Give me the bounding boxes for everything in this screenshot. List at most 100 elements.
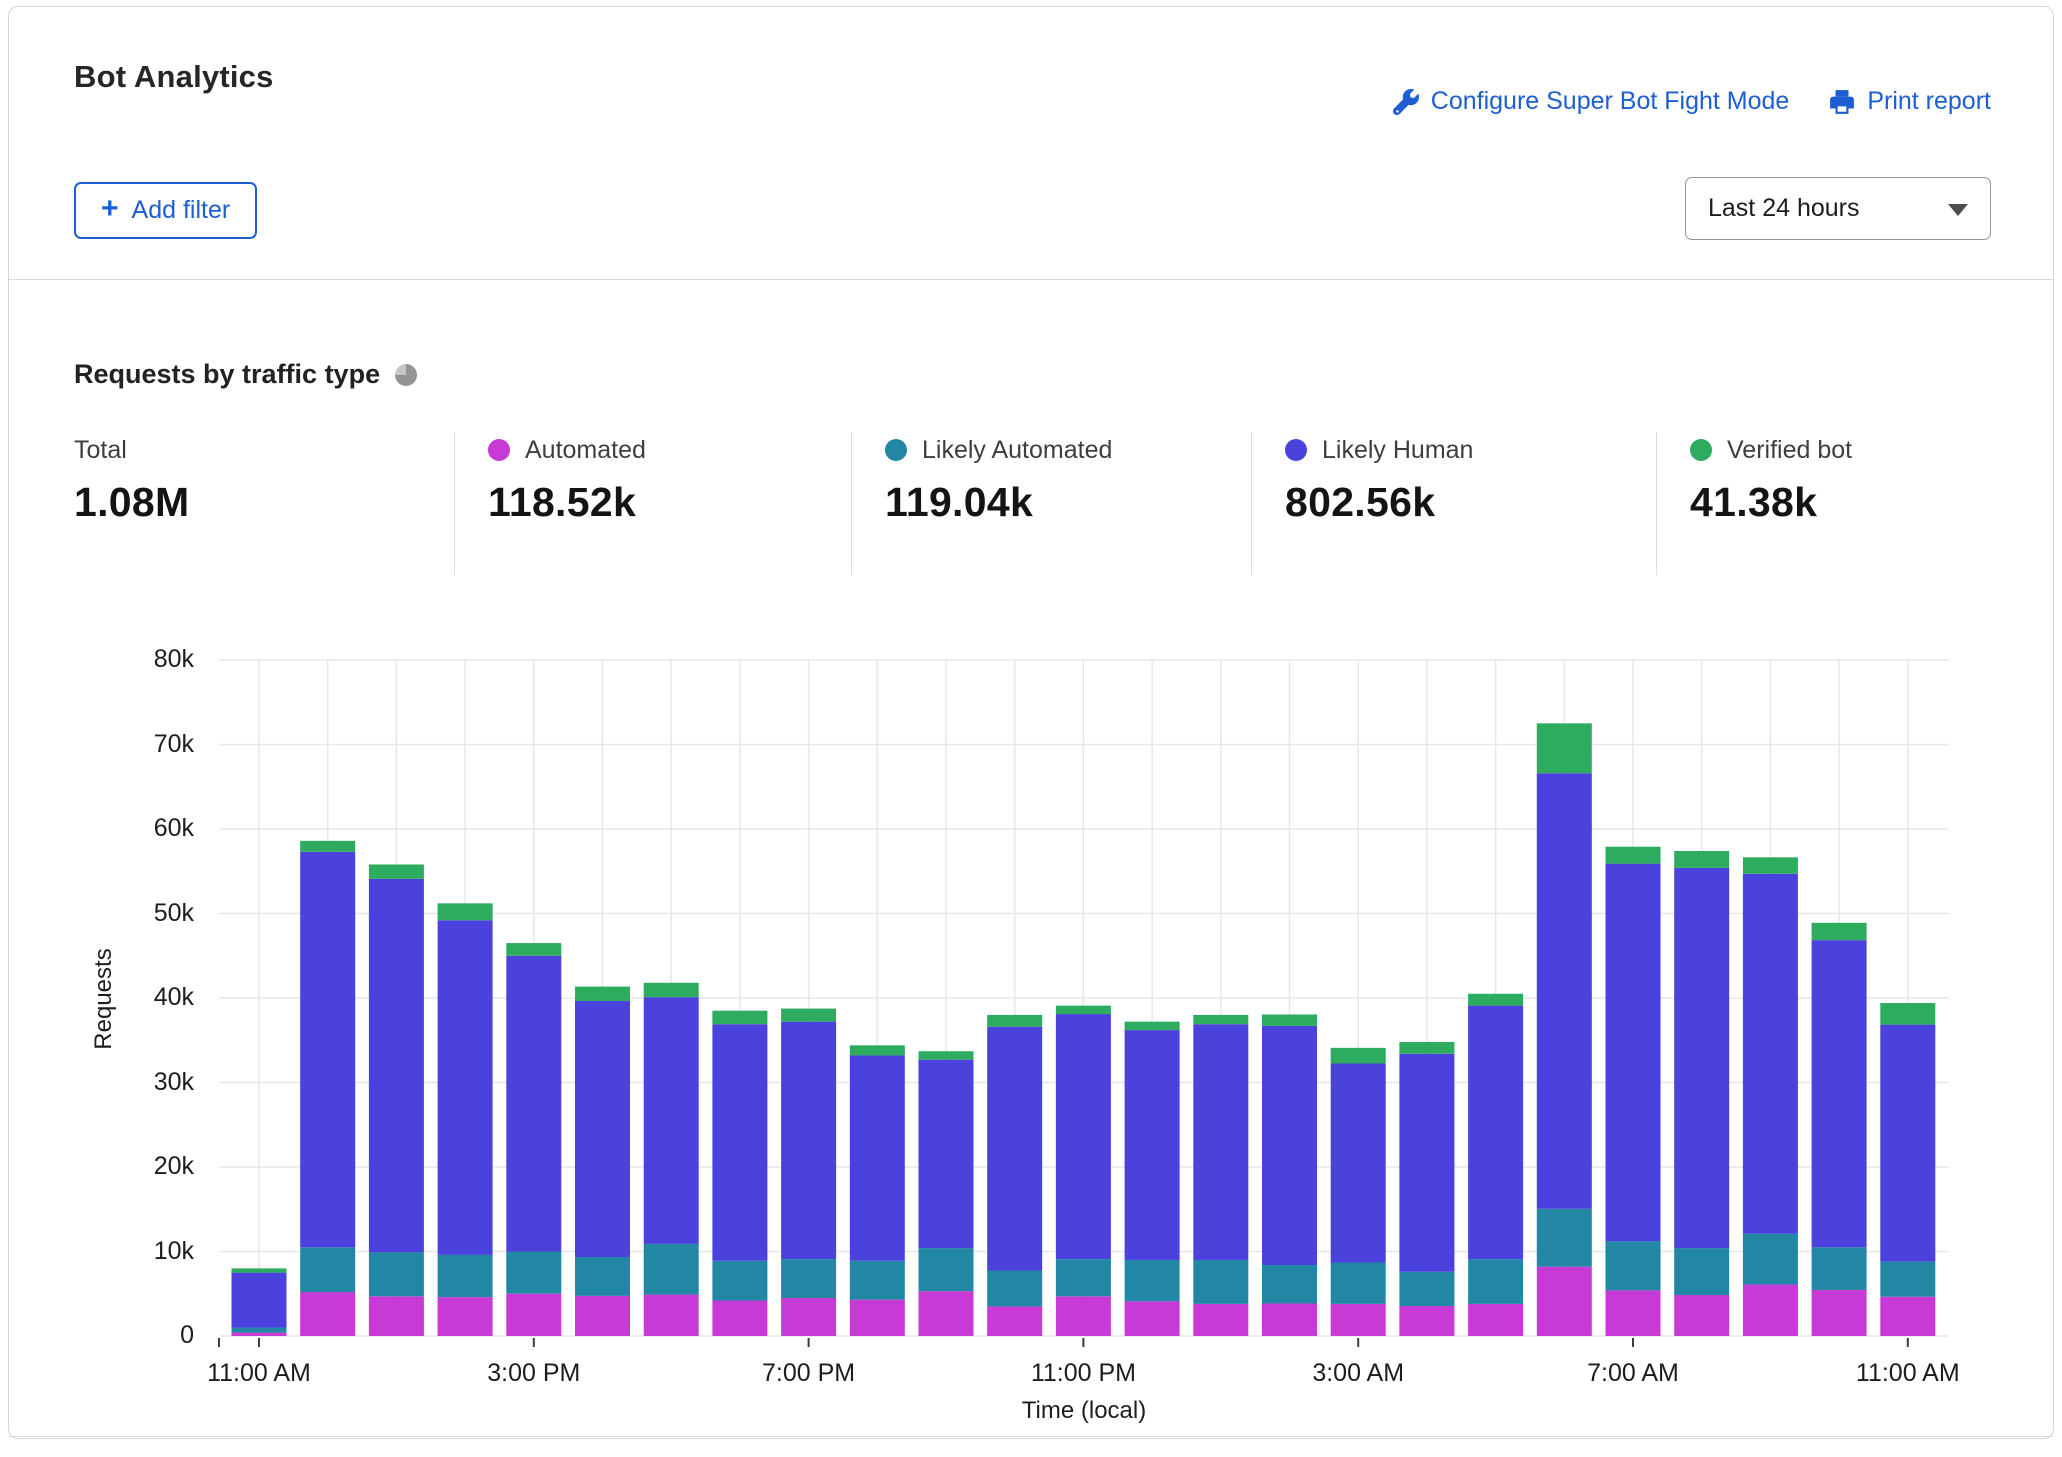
bar-segment-verified-bot-17[interactable] [1399,1042,1454,1054]
bar-segment-automated-17[interactable] [1399,1306,1454,1336]
bar-segment-automated-10[interactable] [919,1291,974,1336]
stat-verified-bot[interactable]: Verified bot 41.38k [1690,435,1852,526]
bar-segment-automated-4[interactable] [506,1294,561,1336]
bar-segment-likely-automated-0[interactable] [232,1328,287,1333]
bar-segment-likely-automated-7[interactable] [712,1261,767,1301]
bar-segment-likely-automated-6[interactable] [644,1244,699,1295]
bar-segment-likely-automated-15[interactable] [1262,1265,1317,1303]
bar-segment-verified-bot-1[interactable] [300,841,355,852]
bar-segment-automated-7[interactable] [712,1301,767,1336]
bar-segment-likely-human-7[interactable] [712,1024,767,1261]
bar-segment-automated-13[interactable] [1125,1301,1180,1336]
bar-segment-automated-5[interactable] [575,1296,630,1336]
bar-segment-likely-human-1[interactable] [300,852,355,1247]
bar-segment-verified-bot-8[interactable] [781,1009,836,1022]
bar-segment-likely-automated-9[interactable] [850,1261,905,1300]
bar-segment-likely-automated-13[interactable] [1125,1260,1180,1301]
bar-segment-likely-human-22[interactable] [1743,874,1798,1234]
bar-segment-automated-19[interactable] [1537,1267,1592,1336]
bar-segment-likely-human-9[interactable] [850,1055,905,1260]
bar-segment-likely-human-11[interactable] [987,1027,1042,1271]
bar-segment-likely-human-8[interactable] [781,1022,836,1259]
bar-segment-automated-0[interactable] [232,1333,287,1336]
bar-segment-verified-bot-20[interactable] [1606,847,1661,864]
bar-segment-likely-human-12[interactable] [1056,1014,1111,1259]
bar-segment-automated-20[interactable] [1606,1290,1661,1336]
bar-segment-likely-automated-10[interactable] [919,1248,974,1291]
bar-segment-verified-bot-13[interactable] [1125,1022,1180,1030]
bar-segment-verified-bot-5[interactable] [575,987,630,1001]
bar-segment-likely-human-15[interactable] [1262,1026,1317,1265]
bar-segment-likely-automated-12[interactable] [1056,1259,1111,1296]
bar-segment-likely-human-18[interactable] [1468,1006,1523,1260]
bar-segment-likely-automated-3[interactable] [438,1255,493,1297]
bar-segment-likely-human-24[interactable] [1880,1025,1935,1262]
bar-segment-likely-automated-23[interactable] [1812,1247,1867,1290]
configure-super-bot-fight-mode-link[interactable]: Configure Super Bot Fight Mode [1393,87,1790,116]
bar-segment-automated-24[interactable] [1880,1297,1935,1336]
bar-segment-verified-bot-12[interactable] [1056,1006,1111,1014]
bar-segment-likely-automated-20[interactable] [1606,1241,1661,1290]
bar-segment-likely-human-4[interactable] [506,956,561,1252]
bar-segment-likely-human-5[interactable] [575,1001,630,1257]
bar-segment-likely-automated-14[interactable] [1193,1260,1248,1304]
bar-segment-automated-23[interactable] [1812,1290,1867,1336]
bar-segment-likely-human-0[interactable] [232,1273,287,1328]
bar-segment-verified-bot-15[interactable] [1262,1014,1317,1025]
stat-likely-human[interactable]: Likely Human 802.56k [1285,435,1473,526]
bar-segment-likely-human-2[interactable] [369,879,424,1252]
bar-segment-verified-bot-23[interactable] [1812,923,1867,940]
bar-segment-likely-automated-24[interactable] [1880,1262,1935,1297]
bar-segment-likely-automated-17[interactable] [1399,1272,1454,1306]
bar-segment-likely-human-23[interactable] [1812,940,1867,1247]
bar-segment-automated-12[interactable] [1056,1296,1111,1336]
bar-segment-automated-3[interactable] [438,1297,493,1336]
bar-segment-likely-human-10[interactable] [919,1060,974,1248]
bar-segment-verified-bot-11[interactable] [987,1015,1042,1027]
bar-segment-automated-9[interactable] [850,1300,905,1336]
stat-likely-automated[interactable]: Likely Automated 119.04k [885,435,1112,526]
bar-segment-verified-bot-24[interactable] [1880,1003,1935,1025]
bar-segment-likely-automated-21[interactable] [1674,1248,1729,1295]
bar-segment-likely-human-6[interactable] [644,997,699,1244]
bar-segment-verified-bot-16[interactable] [1331,1048,1386,1064]
bar-segment-likely-human-14[interactable] [1193,1024,1248,1260]
bar-segment-automated-8[interactable] [781,1298,836,1336]
bar-segment-likely-automated-8[interactable] [781,1259,836,1298]
bar-segment-likely-human-21[interactable] [1674,868,1729,1248]
bar-segment-verified-bot-3[interactable] [438,903,493,920]
bar-segment-verified-bot-10[interactable] [919,1051,974,1059]
bar-segment-verified-bot-21[interactable] [1674,851,1729,868]
bar-segment-automated-21[interactable] [1674,1295,1729,1336]
bar-segment-likely-automated-19[interactable] [1537,1209,1592,1267]
bar-segment-likely-human-3[interactable] [438,920,493,1255]
bar-segment-verified-bot-4[interactable] [506,943,561,956]
bar-segment-verified-bot-0[interactable] [232,1268,287,1272]
bar-segment-likely-automated-22[interactable] [1743,1234,1798,1285]
bar-segment-automated-2[interactable] [369,1296,424,1336]
bar-segment-likely-automated-18[interactable] [1468,1259,1523,1304]
bar-segment-likely-human-13[interactable] [1125,1030,1180,1260]
bar-segment-verified-bot-9[interactable] [850,1045,905,1055]
bar-segment-automated-6[interactable] [644,1295,699,1336]
bar-segment-likely-automated-4[interactable] [506,1252,561,1294]
bar-segment-automated-16[interactable] [1331,1304,1386,1336]
add-filter-button[interactable]: + Add filter [74,182,257,239]
time-range-select[interactable]: Last 24 hours [1685,177,1991,240]
bar-segment-likely-human-19[interactable] [1537,773,1592,1209]
bar-segment-verified-bot-7[interactable] [712,1011,767,1025]
bar-segment-automated-22[interactable] [1743,1284,1798,1336]
bar-segment-verified-bot-2[interactable] [369,864,424,878]
bar-segment-likely-automated-16[interactable] [1331,1262,1386,1303]
bar-segment-verified-bot-22[interactable] [1743,857,1798,873]
bar-segment-automated-11[interactable] [987,1306,1042,1336]
bar-segment-automated-18[interactable] [1468,1304,1523,1336]
bar-segment-likely-human-17[interactable] [1399,1054,1454,1272]
bar-segment-verified-bot-6[interactable] [644,983,699,997]
bar-segment-likely-automated-1[interactable] [300,1247,355,1292]
stat-automated[interactable]: Automated 118.52k [488,435,646,526]
bar-segment-likely-automated-11[interactable] [987,1271,1042,1307]
print-report-link[interactable]: Print report [1829,87,1991,116]
bar-segment-verified-bot-19[interactable] [1537,723,1592,773]
bar-segment-likely-human-16[interactable] [1331,1063,1386,1262]
